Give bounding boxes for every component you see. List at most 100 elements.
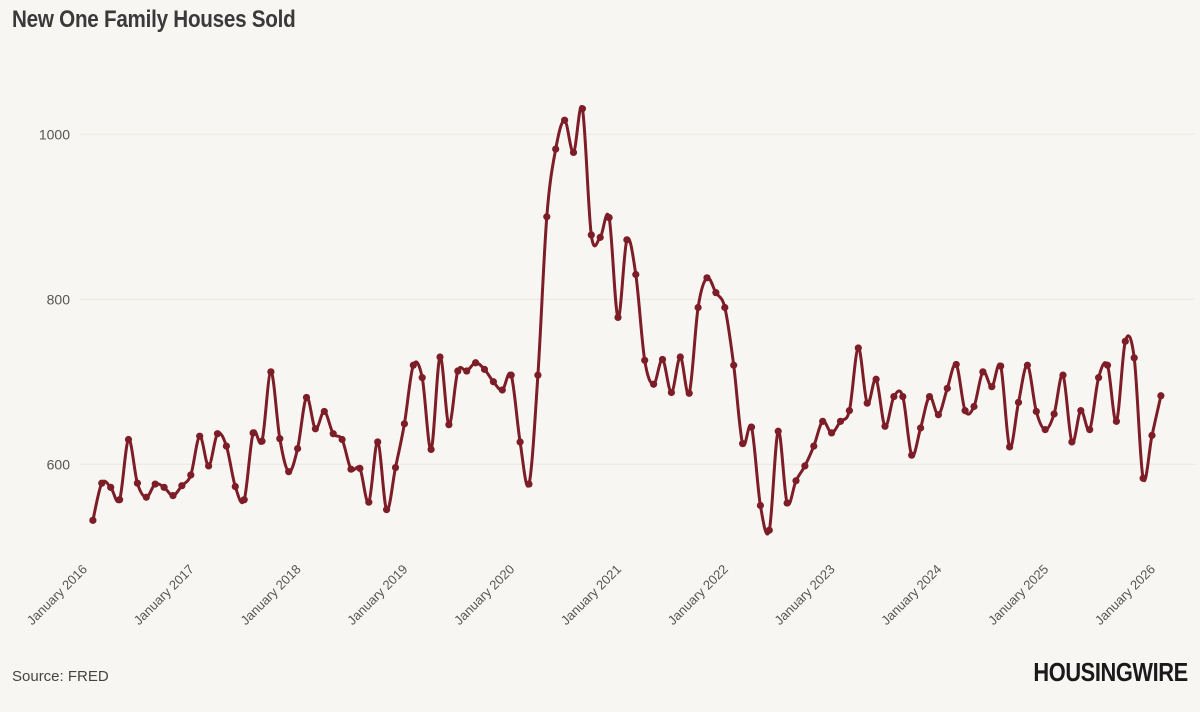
data-point [890,393,898,401]
data-point [783,499,791,507]
y-tick-label: 600 [47,456,71,472]
data-point [721,303,729,312]
data-point [338,435,346,444]
data-point [400,420,408,428]
data-point [107,483,115,491]
data-point [1121,337,1129,345]
data-point [605,213,613,222]
y-tick-label: 800 [47,291,71,307]
data-point [1050,410,1058,418]
data-point [383,506,391,514]
data-point [516,438,524,446]
data-point [961,407,969,415]
data-point [819,417,827,425]
data-point [213,430,222,438]
x-tick-label: January 2022 [665,562,731,628]
x-tick-label: January 2026 [1092,562,1158,628]
data-point [258,437,266,445]
data-point [472,359,480,367]
data-point [347,465,355,473]
data-point [427,445,435,453]
x-tick-label: January 2025 [985,562,1051,628]
data-point [685,389,693,397]
data-point [222,442,230,450]
data-point [142,493,150,501]
data-point [311,425,319,433]
data-point [116,496,124,504]
data-point [552,145,560,153]
data-point [409,361,417,369]
data-point [196,432,204,440]
data-point [596,233,604,241]
x-axis: January 2016 January 2017 January 2018 Janu… [24,562,1158,628]
data-point [774,427,782,435]
data-point [712,289,720,297]
data-point [525,480,533,488]
data-point [739,440,747,448]
x-tick-label: January 2016 [24,562,90,628]
data-point [436,353,444,361]
data-point [329,430,337,438]
data-point [480,365,489,373]
data-point [231,482,239,491]
data-point [187,471,195,479]
data-point [1077,407,1085,415]
data-point [133,479,141,487]
data-point [240,496,248,504]
data-point [765,526,773,534]
data-point [899,393,907,401]
y-tick-label: 1000 [39,126,70,142]
data-point [979,368,987,376]
data-point [917,424,925,432]
y-axis: 600 800 1000 [39,126,70,472]
x-tick-label: January 2024 [878,562,944,628]
data-point [908,451,916,459]
data-point [302,393,311,402]
data-point [285,468,293,476]
data-point [587,231,595,239]
data-point [534,371,542,379]
data-point [543,213,551,221]
data-point [267,368,275,376]
chart-title: New One Family Houses Sold [12,6,296,33]
data-point [925,393,934,401]
data-point [374,438,382,446]
data-point [845,407,854,415]
data-point [632,270,640,279]
source-note: Source: FRED [12,668,109,685]
data-point [98,479,106,487]
data-point [756,501,765,510]
data-point [881,422,889,430]
data-point [650,380,658,388]
x-tick-label: January 2021 [558,562,624,628]
data-point [997,362,1005,370]
data-point [988,383,996,391]
data-point [178,482,186,490]
data-point [391,463,400,472]
data-point [943,384,951,392]
data-point [569,148,578,156]
data-point [124,435,133,444]
data-point [578,105,587,113]
data-point [667,388,676,397]
data-point [658,355,667,364]
data-point [1086,426,1094,434]
data-point [1095,374,1103,382]
housingwire-logo: HOUSINGWIRE [1033,657,1189,687]
data-point [89,516,97,524]
data-point [614,313,622,321]
series-line [91,104,1163,536]
data-point [356,464,364,472]
data-point [747,423,756,431]
data-point [498,386,506,394]
data-point [463,367,471,375]
data-point [970,402,978,411]
data-point [792,477,800,485]
data-point [872,375,880,383]
data-point [489,378,497,386]
data-point [828,429,836,437]
data-point [249,429,257,437]
data-point [676,353,684,361]
data-point [320,407,328,416]
